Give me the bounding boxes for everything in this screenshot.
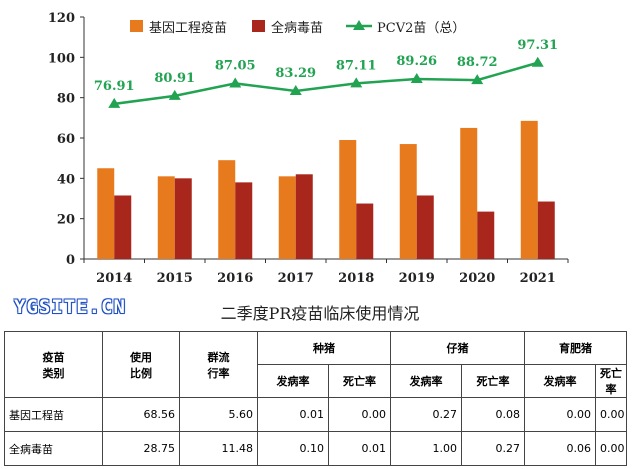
pcv2-series-line: [114, 61, 539, 106]
bar-genetic: [460, 127, 478, 260]
bar-genetic: [399, 144, 417, 259]
cell-finisher-morbidity: 0.06: [524, 431, 596, 466]
header-vaccine-type: 疫苗 类别: [4, 331, 103, 398]
cell-sow-mortality: 0.01: [328, 431, 391, 466]
pcv2-data-label: 89.26: [396, 54, 437, 69]
header-group-finisher: 育肥猪: [524, 331, 627, 365]
y-tick-label: 120: [48, 11, 75, 26]
header-piglet-mortality: 死亡率: [461, 364, 525, 398]
pcv2-data-label: 83.29: [275, 66, 316, 81]
cell-sow-morbidity: 0.10: [257, 431, 329, 466]
cell-prevalence: 11.48: [179, 431, 258, 466]
bar-genetic: [97, 168, 115, 259]
pcv2-point: [168, 89, 181, 100]
bar-genetic: [157, 176, 175, 259]
x-tick-label: 2021: [520, 271, 556, 286]
cell-finisher-mortality: 0.00: [595, 397, 627, 432]
pr-vaccine-table: 疫苗 类别 使用 比例 群流 行率 种猪 仔猪 育肥猪 发病率 死亡率 发病率 …: [4, 331, 627, 466]
header-finisher-mortality: 死亡率: [595, 364, 627, 398]
pcv2-data-label: 97.31: [517, 38, 558, 53]
x-tick-label: 2015: [157, 271, 193, 286]
y-tick-label: 20: [57, 213, 75, 228]
pcv2-data-label: 87.11: [336, 58, 377, 73]
cell-piglet-mortality: 0.27: [461, 431, 525, 466]
cell-finisher-mortality: 0.00: [595, 431, 627, 466]
bar-genetic: [339, 140, 357, 259]
pcv2-point: [531, 56, 544, 67]
x-tick-label: 2019: [399, 271, 435, 286]
pcv2-data-label: 80.91: [154, 71, 195, 86]
header-sow-morbidity: 发病率: [257, 364, 329, 398]
cell-finisher-morbidity: 0.00: [524, 397, 596, 432]
y-tick-label: 80: [57, 92, 75, 107]
y-tick-label: 100: [48, 51, 75, 66]
legend-label: 基因工程疫苗: [149, 20, 227, 36]
header-piglet-morbidity: 发病率: [390, 364, 462, 398]
table-row: 全病毒苗 28.75 11.48 0.10 0.01 1.00 0.27 0.0…: [4, 431, 627, 466]
header-usage-ratio: 使用 比例: [102, 331, 180, 398]
bar-genetic: [278, 176, 296, 259]
legend-swatch: [130, 20, 143, 32]
table-title: 二季度PR疫苗临床使用情况: [220, 304, 420, 323]
bar-whole-virus: [416, 195, 434, 259]
pcv2-point: [350, 77, 363, 88]
y-axis: 0 20 40 60 80 100 120: [48, 11, 85, 268]
pcv2-point: [471, 74, 484, 85]
combo-chart: 0 20 40 60 80 100 120 2014 2015 2016 2017 2018 2019…: [48, 11, 569, 286]
x-tick-label: 2018: [338, 271, 374, 286]
header-group-piglet: 仔猪: [390, 331, 525, 365]
bar-whole-virus: [114, 195, 132, 259]
x-tick-label: 2016: [217, 271, 253, 286]
legend-label: PCV2苗（总）: [377, 21, 465, 36]
pcv2-data-label: 88.72: [457, 55, 498, 70]
bar-whole-virus: [356, 203, 374, 259]
pcv2-point: [289, 85, 302, 96]
row-name: 基因工程苗: [4, 397, 103, 432]
cell-piglet-morbidity: 1.00: [390, 431, 462, 466]
header-finisher-morbidity: 发病率: [524, 364, 596, 398]
bar-whole-virus: [235, 182, 253, 259]
cell-piglet-morbidity: 0.27: [390, 397, 462, 432]
legend-swatch: [252, 20, 265, 32]
table-row: 基因工程苗 68.56 5.60 0.01 0.00 0.27 0.08 0.0…: [4, 397, 627, 432]
y-tick-label: 40: [57, 172, 75, 187]
bar-whole-virus: [174, 178, 192, 259]
cell-usage: 68.56: [102, 397, 180, 432]
pcv2-point: [108, 97, 121, 108]
bars: [97, 120, 555, 260]
pcv2-point: [410, 72, 423, 83]
x-tick-label: 2020: [459, 271, 495, 286]
y-tick-label: 60: [57, 132, 75, 147]
y-tick-label: 0: [66, 253, 75, 268]
cell-prevalence: 5.60: [179, 397, 258, 432]
header-sow-mortality: 死亡率: [328, 364, 391, 398]
legend: 基因工程疫苗 全病毒苗 PCV2苗（总）: [130, 20, 465, 36]
bar-whole-virus: [537, 201, 555, 259]
x-axis: 2014 2015 2016 2017 2018 2019 2020 2021: [83, 258, 569, 286]
legend-label: 全病毒苗: [271, 20, 323, 36]
watermark-text: YGSITE.CN: [14, 296, 126, 318]
legend-marker: [353, 20, 365, 30]
cell-sow-mortality: 0.00: [328, 397, 391, 432]
cell-piglet-mortality: 0.08: [461, 397, 525, 432]
bar-genetic: [218, 160, 236, 259]
bar-genetic: [520, 120, 538, 259]
header-group-sow: 种猪: [257, 331, 391, 365]
x-tick-label: 2014: [96, 271, 132, 286]
pcv2-line: 76.91 80.91 87.05 83.29 87.11 89.26 88.72 97.31: [94, 38, 558, 108]
x-tick-label: 2017: [278, 271, 314, 286]
bar-whole-virus: [477, 211, 495, 259]
pcv2-data-label: 76.91: [94, 79, 135, 94]
row-name: 全病毒苗: [4, 431, 103, 466]
pcv2-data-label: 87.05: [215, 58, 256, 73]
pcv2-point: [229, 77, 242, 88]
cell-sow-morbidity: 0.01: [257, 397, 329, 432]
cell-usage: 28.75: [102, 431, 180, 466]
header-prevalence: 群流 行率: [179, 331, 258, 398]
bar-whole-virus: [295, 174, 313, 259]
